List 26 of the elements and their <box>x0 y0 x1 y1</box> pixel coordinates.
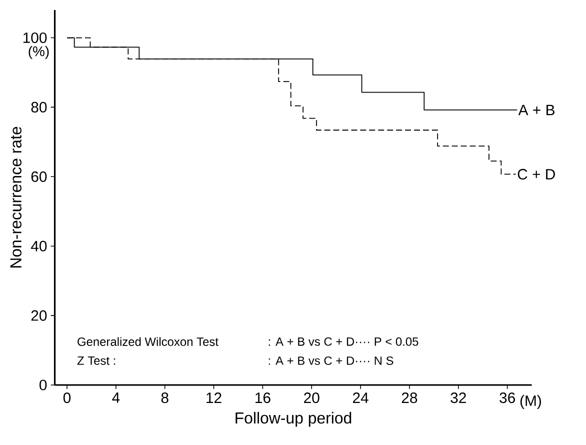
x-tick-label: 28 <box>402 392 418 404</box>
x-tick-label: 0 <box>63 392 71 404</box>
x-tick-label: 32 <box>450 392 466 404</box>
y-tick-label: 80 <box>31 102 47 112</box>
y-tick-label: 60 <box>31 171 47 182</box>
x-tick-label: 4 <box>112 392 120 403</box>
y-tick-label: 20 <box>31 310 47 321</box>
x-tick-label: 24 <box>352 392 368 403</box>
annotation: : A + B vs C + D···· P < 0.05 <box>268 337 418 346</box>
annotation: Generalized Wilcoxon Test <box>78 337 218 346</box>
x-tick-label: 12 <box>206 392 222 403</box>
x-tick-label: 20 <box>304 392 320 404</box>
text: (%) <box>28 46 49 59</box>
y-tick-label: 40 <box>30 240 47 252</box>
series-label: A + B <box>518 104 554 116</box>
y-axis-title: Non-recurrence rate <box>10 126 22 268</box>
text: (M) <box>520 395 541 409</box>
x-tick-label: 16 <box>256 392 270 404</box>
x-tick-label: 36 <box>500 392 515 404</box>
x-axis-title: Follow-up period <box>236 412 352 427</box>
annotation: Z Test : <box>77 356 116 365</box>
series-label: C + D <box>518 168 555 180</box>
x-tick-label: 8 <box>161 392 168 404</box>
y-tick-label: 0 <box>40 380 47 390</box>
y-tick-label: 100 <box>23 32 47 44</box>
annotation: : A + B vs C + D···· N S <box>268 356 394 365</box>
